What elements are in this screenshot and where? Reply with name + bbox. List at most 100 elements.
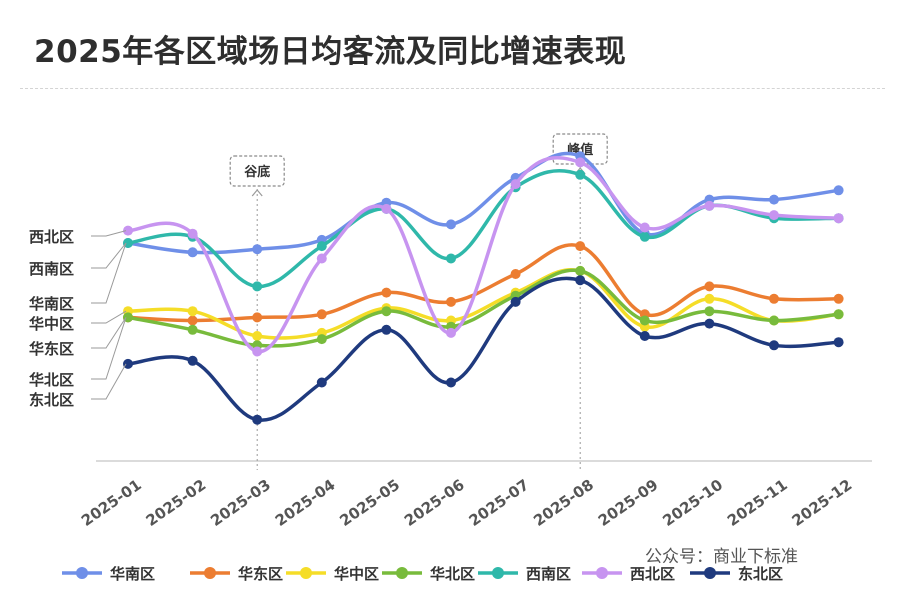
legend-label: 西南区: [526, 565, 571, 583]
series-西北区: [123, 156, 844, 357]
data-point: [575, 157, 586, 168]
data-point: [575, 169, 586, 180]
data-point: [833, 309, 844, 320]
x-tick-label: 2025-03: [207, 476, 274, 530]
data-point: [704, 293, 715, 304]
x-axis: 2025-012025-022025-032025-042025-052025-…: [78, 460, 872, 530]
data-point: [510, 296, 521, 307]
data-point: [769, 315, 779, 326]
x-tick-label: 2025-08: [530, 476, 597, 530]
legend-swatch-dot: [396, 567, 408, 579]
data-point: [316, 309, 327, 320]
data-point: [123, 225, 133, 236]
data-point: [446, 377, 456, 388]
data-point: [639, 222, 650, 233]
legend-swatch-dot: [596, 567, 608, 579]
data-point: [123, 358, 133, 369]
data-point: [446, 327, 456, 338]
data-point: [316, 241, 327, 252]
data-point: [833, 337, 844, 348]
data-point: [833, 293, 844, 304]
legend-item: 华南区: [62, 565, 155, 583]
data-point: [187, 315, 198, 326]
legend-swatch-dot: [492, 567, 504, 579]
data-point: [704, 306, 715, 317]
data-point: [381, 287, 392, 298]
data-point: [252, 281, 263, 292]
side-label: 西南区: [29, 260, 74, 278]
side-label: 华南区: [29, 295, 74, 313]
data-point: [575, 241, 586, 252]
legend-item: 华北区: [382, 565, 475, 583]
series-华北区: [123, 265, 844, 351]
series-华东区: [123, 241, 844, 326]
legend-item: 东北区: [690, 565, 783, 583]
watermark-text: 公众号：商业下标准: [645, 547, 798, 567]
side-label: 华中区: [29, 315, 74, 333]
data-point: [446, 219, 456, 230]
legend-label: 东北区: [738, 565, 783, 583]
side-label-leader: [91, 310, 127, 324]
data-point: [510, 179, 521, 190]
side-label-leader: [91, 242, 127, 304]
side-label-leader: [91, 317, 127, 349]
data-point: [187, 355, 198, 366]
legend-swatch-dot: [76, 567, 88, 579]
data-point: [704, 200, 715, 211]
data-point: [704, 318, 715, 329]
side-label-leader: [91, 363, 127, 400]
data-point: [704, 281, 715, 292]
side-label-leader: [91, 230, 127, 237]
legend-swatch-dot: [204, 567, 216, 579]
data-point: [769, 210, 779, 221]
side-label-leader: [91, 317, 127, 380]
legend-label: 华东区: [238, 565, 283, 583]
x-tick-label: 2025-11: [724, 476, 791, 530]
data-point: [187, 306, 198, 317]
side-label: 华北区: [29, 371, 74, 389]
legend-label: 华北区: [430, 565, 475, 583]
data-point: [381, 324, 392, 335]
data-point: [769, 340, 779, 351]
side-label: 东北区: [29, 391, 74, 409]
legend-item: 西北区: [582, 565, 675, 583]
x-tick-label: 2025-12: [789, 476, 856, 530]
legend-label: 华中区: [334, 565, 379, 583]
data-point: [510, 269, 521, 279]
x-tick-label: 2025-05: [336, 476, 403, 530]
x-tick-label: 2025-09: [595, 476, 662, 530]
legend-swatch-dot: [704, 567, 716, 579]
side-label: 西北区: [29, 228, 74, 246]
legend-swatch-dot: [300, 567, 312, 579]
x-tick-label: 2025-04: [272, 476, 339, 530]
data-point: [252, 312, 263, 323]
data-point: [639, 331, 650, 341]
data-point: [833, 213, 844, 224]
data-point: [316, 253, 327, 264]
data-point: [446, 296, 456, 307]
series-line: [126, 268, 841, 348]
annotation-box: [229, 155, 285, 187]
chart-title: 2025年各区域场日均客流及同比增速表现: [34, 34, 627, 70]
series-东北区: [123, 275, 844, 425]
data-point: [187, 228, 198, 239]
x-tick-label: 2025-06: [401, 476, 468, 530]
data-point: [252, 244, 263, 255]
data-point: [575, 275, 586, 286]
data-point: [639, 315, 650, 326]
x-tick-label: 2025-10: [659, 476, 726, 530]
annotation-box: [552, 133, 608, 165]
data-point: [316, 334, 327, 345]
data-point: [446, 253, 456, 264]
x-tick-label: 2025-02: [143, 476, 210, 530]
data-point: [833, 185, 844, 196]
data-point: [252, 346, 263, 357]
data-point: [252, 331, 263, 341]
data-point: [769, 194, 779, 205]
series-line: [126, 276, 841, 422]
legend-label: 华南区: [110, 565, 155, 583]
data-point: [381, 306, 392, 317]
legend-item: 华中区: [286, 565, 379, 583]
legend-label: 西北区: [630, 565, 675, 583]
